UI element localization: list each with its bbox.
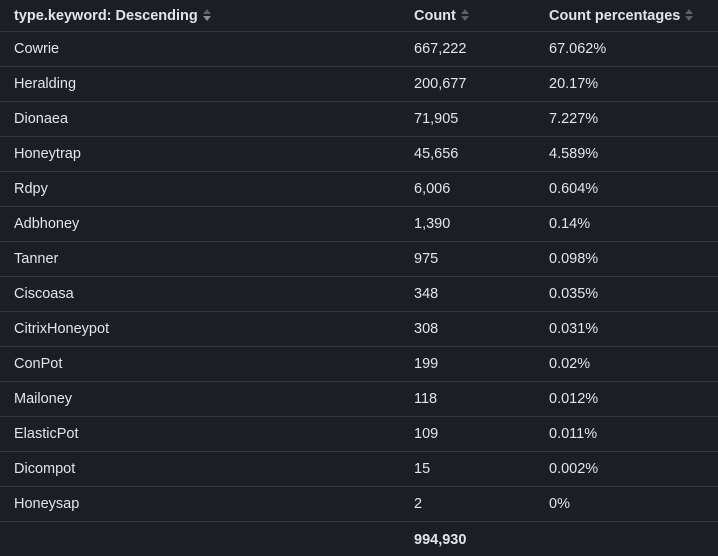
cell-percentage: 7.227% [549, 111, 599, 127]
cell-count: 200,677 [414, 76, 467, 92]
table-row: Honeytrap 45,656 4.589% [0, 137, 718, 172]
cell-type: CitrixHoneypot [14, 321, 110, 337]
cell-count: 109 [414, 426, 439, 442]
cell-percentage: 0.035% [549, 286, 599, 302]
cell-type: Heralding [14, 76, 77, 92]
cell-type: Rdpy [14, 181, 48, 197]
cell-percentage: 0.02% [549, 356, 591, 372]
cell-percentage: 0.012% [549, 391, 599, 407]
cell-percentage: 0.14% [549, 216, 591, 232]
cell-percentage: 4.589% [549, 146, 599, 162]
cell-count: 2 [414, 496, 423, 512]
cell-count: 71,905 [414, 111, 459, 127]
cell-count: 199 [414, 356, 439, 372]
table-row: Cowrie 667,222 67.062% [0, 32, 718, 67]
cell-type: Cowrie [14, 41, 60, 57]
table-row: Rdpy 6,006 0.604% [0, 172, 718, 207]
cell-type: Honeytrap [14, 146, 81, 162]
header-count-percentages-label: Count percentages [549, 7, 681, 24]
table-row: ConPot 199 0.02% [0, 347, 718, 382]
cell-percentage: 0.098% [549, 251, 599, 267]
cell-count: 15 [414, 461, 431, 477]
header-count[interactable]: Count [400, 8, 535, 24]
cell-type: Ciscoasa [14, 286, 74, 302]
cell-type: Honeysap [14, 496, 80, 512]
cell-type: Tanner [14, 251, 59, 267]
sort-descending-icon[interactable] [202, 8, 211, 21]
cell-percentage: 20.17% [549, 76, 599, 92]
cell-count: 975 [414, 251, 439, 267]
cell-count: 667,222 [414, 41, 467, 57]
table-row: ElasticPot 109 0.011% [0, 417, 718, 452]
table-row: Honeysap 2 0% [0, 487, 718, 522]
table-row: Heralding 200,677 20.17% [0, 67, 718, 102]
header-count-percentages[interactable]: Count percentages [535, 8, 718, 24]
sort-icon[interactable] [685, 8, 694, 21]
cell-type: Mailoney [14, 391, 73, 407]
table-row: CitrixHoneypot 308 0.031% [0, 312, 718, 347]
table-header: type.keyword: Descending Count Count per… [0, 0, 718, 32]
header-type-keyword-label: type.keyword: Descending [14, 7, 198, 24]
cell-type: ConPot [14, 356, 63, 372]
header-count-label: Count [414, 7, 456, 24]
sort-icon[interactable] [460, 8, 469, 21]
header-type-keyword[interactable]: type.keyword: Descending [0, 8, 400, 24]
cell-type: Adbhoney [14, 216, 80, 232]
table-row: Dionaea 71,905 7.227% [0, 102, 718, 137]
cell-type: ElasticPot [14, 426, 79, 442]
cell-count: 308 [414, 321, 439, 337]
table-row: Tanner 975 0.098% [0, 242, 718, 277]
cell-count: 348 [414, 286, 439, 302]
cell-percentage: 0.011% [549, 426, 598, 442]
cell-count: 45,656 [414, 146, 459, 162]
cell-percentage: 0% [549, 496, 570, 512]
cell-type: Dionaea [14, 111, 69, 127]
table-row: Adbhoney 1,390 0.14% [0, 207, 718, 242]
cell-percentage: 67.062% [549, 41, 607, 57]
cell-percentage: 0.604% [549, 181, 599, 197]
table-row: Mailoney 118 0.012% [0, 382, 718, 417]
table-row: Ciscoasa 348 0.035% [0, 277, 718, 312]
cell-count: 6,006 [414, 181, 451, 197]
cell-percentage: 0.031% [549, 321, 599, 337]
table-body: Cowrie 667,222 67.062% Heralding 200,677 20.… [0, 32, 718, 522]
table-row: Dicompot 15 0.002% [0, 452, 718, 487]
table-footer: 994,930 [0, 522, 718, 556]
cell-count: 118 [414, 391, 438, 407]
cell-percentage: 0.002% [549, 461, 599, 477]
cell-count: 1,390 [414, 216, 451, 232]
cell-type: Dicompot [14, 461, 76, 477]
footer-total-count: 994,930 [414, 532, 467, 548]
